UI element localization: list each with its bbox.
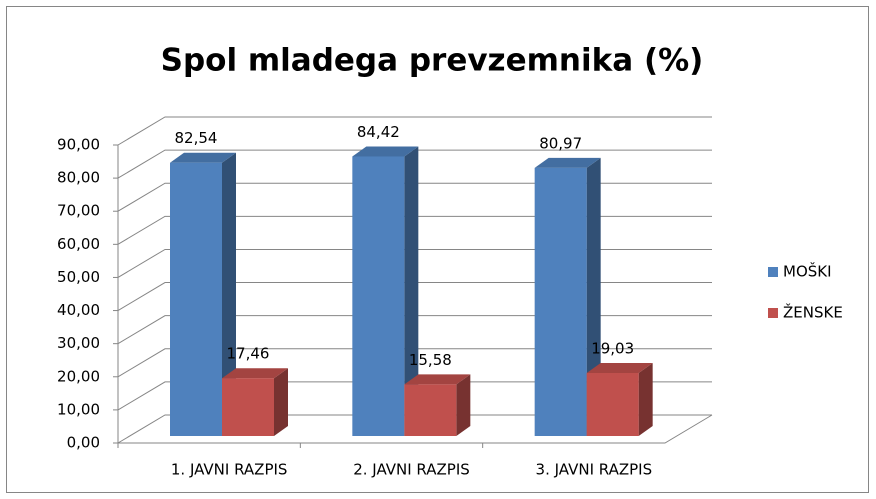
bar bbox=[404, 384, 457, 436]
y-tick-label: 0,00 bbox=[67, 434, 100, 452]
y-tick-label: 10,00 bbox=[57, 400, 100, 418]
y-tick-label: 80,00 bbox=[57, 169, 100, 187]
value-label: 82,54 bbox=[175, 129, 218, 147]
chart-title: Spol mladega prevzemnika (%) bbox=[161, 43, 704, 79]
bar-top bbox=[222, 368, 288, 379]
bar-top bbox=[534, 157, 601, 168]
bar bbox=[352, 156, 405, 436]
bar-top bbox=[586, 362, 653, 373]
bar-side bbox=[404, 146, 419, 436]
legend-swatch bbox=[768, 267, 778, 277]
y-tick-label: 90,00 bbox=[57, 136, 100, 154]
y-tick-label: 50,00 bbox=[57, 268, 100, 286]
bar-side bbox=[456, 374, 471, 436]
legend-label: ŽENSKE bbox=[783, 303, 843, 322]
grid-line bbox=[117, 248, 712, 278]
y-tick-label: 70,00 bbox=[57, 202, 100, 220]
x-tick-label: 2. JAVNI RAZPIS bbox=[353, 461, 470, 479]
x-tick-label: 1. JAVNI RAZPIS bbox=[171, 461, 288, 479]
y-tick-label: 30,00 bbox=[57, 334, 100, 352]
grid-line bbox=[117, 182, 712, 212]
bar bbox=[534, 167, 587, 436]
x-tick-label: 3. JAVNI RAZPIS bbox=[536, 461, 653, 479]
bar bbox=[586, 372, 639, 436]
bar bbox=[170, 162, 222, 437]
bar-side bbox=[222, 152, 236, 437]
value-label: 80,97 bbox=[539, 134, 582, 152]
y-tick-label: 40,00 bbox=[57, 301, 100, 319]
value-label: 84,42 bbox=[357, 123, 400, 141]
bar-top bbox=[404, 374, 471, 385]
grid-line bbox=[117, 149, 712, 179]
grid-line bbox=[117, 414, 712, 444]
grid-line bbox=[117, 381, 712, 411]
bar-side bbox=[274, 368, 288, 436]
grid-line bbox=[117, 348, 712, 378]
value-label: 17,46 bbox=[227, 345, 270, 363]
value-label: 15,58 bbox=[409, 351, 452, 369]
grid-line bbox=[117, 215, 712, 245]
grid-line bbox=[117, 315, 712, 345]
value-label: 19,03 bbox=[591, 339, 634, 357]
bar bbox=[222, 378, 274, 436]
bar-top bbox=[170, 152, 236, 163]
y-tick-label: 20,00 bbox=[57, 367, 100, 385]
bar-top bbox=[352, 146, 419, 157]
y-tick-label: 60,00 bbox=[57, 235, 100, 253]
grid-line bbox=[117, 116, 712, 146]
grid-line bbox=[117, 282, 712, 311]
bar-side bbox=[638, 362, 653, 436]
legend-swatch bbox=[768, 308, 778, 318]
legend-label: MOŠKI bbox=[783, 262, 832, 281]
